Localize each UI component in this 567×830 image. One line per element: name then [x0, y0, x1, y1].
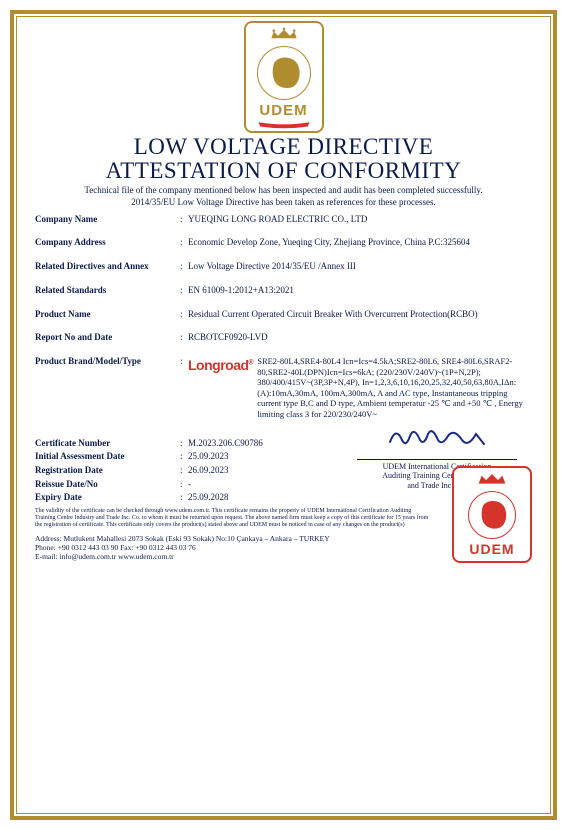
brand-model-text: SRE2-80L4,SRE4-80L4 Icn=Ics=4.5kA;SRE2-8…: [257, 356, 532, 420]
crown-icon: [458, 472, 526, 486]
udem-logo-text: UDEM: [250, 102, 318, 119]
signature-line: [357, 459, 517, 460]
field-product-name: Product Name : Residual Current Operated…: [35, 309, 532, 321]
footer-email: E-mail: info@udem.com.tr www.udem.com.tr: [35, 552, 174, 561]
value-product-name: Residual Current Operated Circuit Breake…: [188, 309, 532, 321]
certificate-inner-border: UDEM LOW VOLTAGE DIRECTIVE ATTESTATION O…: [16, 16, 551, 814]
field-report: Report No and Date : RCBOTCF0920-LVD: [35, 332, 532, 344]
fields-container: Company Name : YUEQING LONG ROAD ELECTRI…: [35, 214, 532, 561]
footer-address: Address: Mutlukent Mahallesi 2073 Sokak …: [35, 534, 330, 543]
udem-logo-text: UDEM: [458, 541, 526, 557]
label-standards: Related Standards: [35, 285, 180, 297]
bottom-block: Certificate Number : M.2023.206.C90786 I…: [35, 438, 532, 561]
subtitle-line-1: Technical file of the company mentioned …: [84, 185, 482, 195]
udem-logo-top: UDEM: [244, 21, 324, 133]
title-line-2: ATTESTATION OF CONFORMITY: [106, 158, 462, 183]
label-cert-number: Certificate Number: [35, 438, 180, 450]
value-brand: Longroad® SRE2-80L4,SRE4-80L4 Icn=Ics=4.…: [188, 356, 532, 420]
label-reissue: Reissue Date/No: [35, 479, 180, 491]
certificate-outer-border: UDEM LOW VOLTAGE DIRECTIVE ATTESTATION O…: [10, 10, 557, 820]
field-directives: Related Directives and Annex : Low Volta…: [35, 261, 532, 273]
certificate-subtitle: Technical file of the company mentioned …: [35, 185, 532, 208]
signature-icon: [382, 420, 492, 454]
footer-phone: Phone: +90 0312 443 03 90 Fax: +90 0312 …: [35, 543, 196, 552]
label-company-name: Company Name: [35, 214, 180, 226]
field-standards: Related Standards : EN 61009-1:2012+A13:…: [35, 285, 532, 297]
value-report: RCBOTCF0920-LVD: [188, 332, 532, 344]
udem-logo-bottom: UDEM: [452, 466, 532, 563]
ribbon-icon: [250, 119, 318, 129]
certificate-title: LOW VOLTAGE DIRECTIVE ATTESTATION OF CON…: [35, 135, 532, 183]
field-company-address: Company Address : Economic Develop Zone,…: [35, 237, 532, 249]
lion-icon: [257, 46, 311, 100]
label-product-name: Product Name: [35, 309, 180, 321]
longroad-logo: Longroad®: [188, 356, 253, 374]
lion-icon: [468, 491, 516, 539]
label-report: Report No and Date: [35, 332, 180, 344]
top-logo-container: UDEM: [35, 21, 532, 133]
label-directives: Related Directives and Annex: [35, 261, 180, 273]
crown-icon: [250, 27, 318, 41]
value-standards: EN 61009-1:2012+A13:2021: [188, 285, 532, 297]
field-company-name: Company Name : YUEQING LONG ROAD ELECTRI…: [35, 214, 532, 226]
value-company-name: YUEQING LONG ROAD ELECTRIC CO., LTD: [188, 214, 532, 226]
label-brand: Product Brand/Model/Type: [35, 356, 180, 420]
field-brand: Product Brand/Model/Type : Longroad® SRE…: [35, 356, 532, 420]
label-expiry: Expiry Date: [35, 492, 180, 504]
subtitle-line-2: 2014/35/EU Low Voltage Directive has bee…: [131, 197, 436, 207]
label-initial-date: Initial Assessment Date: [35, 451, 180, 463]
value-directives: Low Voltage Directive 2014/35/EU /Annex …: [188, 261, 532, 273]
label-company-address: Company Address: [35, 237, 180, 249]
value-company-address: Economic Develop Zone, Yueqing City, Zhe…: [188, 237, 532, 249]
title-line-1: LOW VOLTAGE DIRECTIVE: [134, 134, 434, 159]
label-reg-date: Registration Date: [35, 465, 180, 477]
